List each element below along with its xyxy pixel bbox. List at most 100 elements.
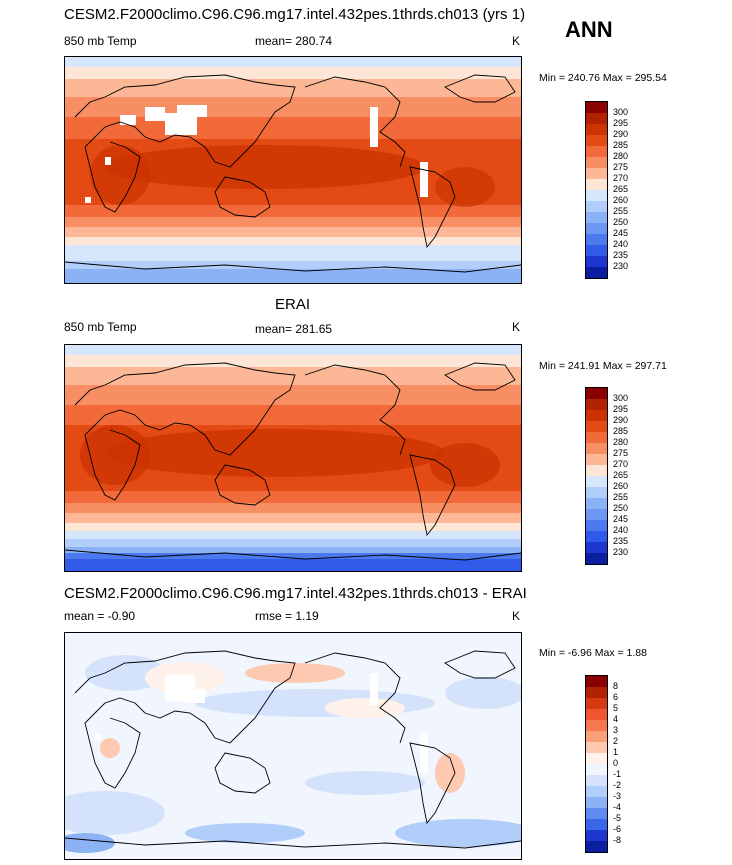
colorbar-swatch: [586, 102, 607, 113]
colorbar-tick-label: -1: [613, 769, 622, 779]
colorbar-tick-label: 6: [613, 692, 619, 702]
panel3-colorbar-swatches: [585, 675, 608, 853]
colorbar-tick-label: 300: [613, 107, 629, 117]
colorbar-tick-label: -8: [613, 835, 622, 845]
colorbar-tick-label: 245: [613, 514, 629, 524]
panel3-mean-label: mean = -0.90: [64, 609, 136, 623]
colorbar-swatch: [586, 179, 607, 190]
colorbar-swatch: [586, 245, 607, 256]
colorbar-swatch: [586, 531, 607, 542]
colorbar-tick-label: 230: [613, 547, 629, 557]
colorbar-tick-label: 290: [613, 415, 629, 425]
colorbar-swatch: [586, 742, 607, 753]
colorbar-tick-label: 4: [613, 714, 619, 724]
colorbar-swatch: [586, 399, 607, 410]
colorbar-swatch: [586, 764, 607, 775]
colorbar-swatch: [586, 509, 607, 520]
colorbar-swatch: [586, 168, 607, 179]
colorbar-swatch: [586, 498, 607, 509]
panel2-mean-label: mean= 281.65: [255, 322, 333, 336]
colorbar-tick-label: 270: [613, 173, 629, 183]
colorbar-tick-label: 240: [613, 239, 629, 249]
colorbar-tick-label: 235: [613, 536, 629, 546]
colorbar-swatch: [586, 720, 607, 731]
panel2-units: K: [512, 320, 521, 334]
panel3-title: CESM2.F2000climo.C96.C96.mg17.intel.432p…: [64, 585, 527, 602]
colorbar-tick-label: 8: [613, 681, 619, 691]
colorbar-swatch: [586, 267, 607, 278]
colorbar-tick-label: 285: [613, 140, 629, 150]
colorbar-swatch: [586, 212, 607, 223]
panel3-rmse-label: rmse = 1.19: [255, 609, 319, 623]
colorbar-swatch: [586, 443, 607, 454]
colorbar-tick-label: 265: [613, 470, 629, 480]
colorbar-swatch: [586, 487, 607, 498]
colorbar-swatch: [586, 113, 607, 124]
colorbar-swatch: [586, 698, 607, 709]
colorbar-swatch: [586, 753, 607, 764]
panel2-map: [64, 344, 522, 572]
colorbar-swatch: [586, 388, 607, 399]
colorbar-tick-label: 280: [613, 151, 629, 161]
panel1-minmax: Min = 240.76 Max = 295.54: [539, 72, 667, 84]
colorbar-tick-label: 0: [613, 758, 619, 768]
panel3-map: [64, 632, 522, 860]
colorbar-tick-label: 285: [613, 426, 629, 436]
panel2-colorbar-swatches: [585, 387, 608, 565]
colorbar-swatch: [586, 157, 607, 168]
colorbar-swatch: [586, 687, 607, 698]
colorbar-tick-label: 300: [613, 393, 629, 403]
colorbar-tick-label: 245: [613, 228, 629, 238]
colorbar-tick-label: 250: [613, 217, 629, 227]
colorbar-swatch: [586, 841, 607, 852]
colorbar-swatch: [586, 135, 607, 146]
colorbar-swatch: [586, 190, 607, 201]
panel2-title: ERAI: [275, 296, 311, 313]
colorbar-tick-label: 275: [613, 448, 629, 458]
panel1-units: K: [512, 34, 521, 48]
panel1-variable-label: 850 mb Temp: [64, 34, 137, 48]
colorbar-tick-label: 275: [613, 162, 629, 172]
colorbar-tick-label: 290: [613, 129, 629, 139]
colorbar-tick-label: 5: [613, 703, 619, 713]
colorbar-tick-label: -5: [613, 813, 622, 823]
colorbar-tick-label: 235: [613, 250, 629, 260]
colorbar-tick-label: 230: [613, 261, 629, 271]
colorbar-swatch: [586, 709, 607, 720]
colorbar-tick-label: 270: [613, 459, 629, 469]
colorbar-tick-label: 250: [613, 503, 629, 513]
panel1-map: [64, 56, 522, 284]
colorbar-swatch: [586, 421, 607, 432]
colorbar-swatch: [586, 520, 607, 531]
colorbar-swatch: [586, 797, 607, 808]
colorbar-swatch: [586, 476, 607, 487]
colorbar-tick-label: 3: [613, 725, 619, 735]
colorbar-swatch: [586, 454, 607, 465]
colorbar-tick-label: 295: [613, 118, 629, 128]
colorbar-swatch: [586, 676, 607, 687]
colorbar-tick-label: 255: [613, 206, 629, 216]
panel1-title: CESM2.F2000climo.C96.C96.mg17.intel.432p…: [64, 6, 526, 23]
colorbar-tick-label: 260: [613, 481, 629, 491]
colorbar-swatch: [586, 256, 607, 267]
panel1-colorbar-swatches: [585, 101, 608, 279]
colorbar-tick-label: -2: [613, 780, 622, 790]
colorbar-swatch: [586, 432, 607, 443]
colorbar-swatch: [586, 819, 607, 830]
colorbar-swatch: [586, 223, 607, 234]
colorbar-tick-label: 265: [613, 184, 629, 194]
colorbar-tick-label: 255: [613, 492, 629, 502]
colorbar-swatch: [586, 234, 607, 245]
colorbar-swatch: [586, 465, 607, 476]
colorbar-swatch: [586, 146, 607, 157]
season-label: ANN: [565, 17, 613, 42]
colorbar-tick-label: 2: [613, 736, 619, 746]
colorbar-tick-label: -6: [613, 824, 622, 834]
colorbar-swatch: [586, 786, 607, 797]
panel2-minmax: Min = 241.91 Max = 297.71: [539, 360, 667, 372]
colorbar-swatch: [586, 542, 607, 553]
panel2-variable-label: 850 mb Temp: [64, 320, 137, 334]
colorbar-tick-label: -3: [613, 791, 622, 801]
colorbar-tick-label: 295: [613, 404, 629, 414]
colorbar-swatch: [586, 830, 607, 841]
